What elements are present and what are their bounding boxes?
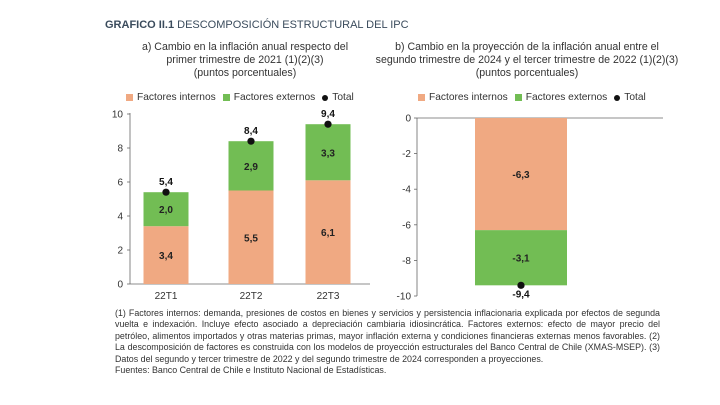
chart-a-label-internos: 6,1 <box>321 228 335 239</box>
panel-a-legend: Factores internos Factores externos Tota… <box>126 92 354 103</box>
panel-a-subtitle-line3: (puntos porcentuales) <box>193 67 297 79</box>
panel-a-subtitle-line2: primer trimestre de 2021 (1)(2)(3) <box>166 54 324 66</box>
legend-b-internos-swatch <box>418 94 425 101</box>
chart-b-total-dot <box>517 281 525 289</box>
chart-b-bar-internos <box>475 118 567 231</box>
chart-a-total-dot <box>247 137 255 145</box>
chart-a-bar-externos <box>228 141 274 191</box>
legend-a-externos-swatch <box>222 94 230 101</box>
legend-b-total: Total <box>614 92 646 103</box>
chart-a-label-externos: 2,0 <box>159 205 173 216</box>
chart-a-y-tick-label: 4 <box>117 212 123 223</box>
chart-a-label-internos: 3,4 <box>159 251 173 262</box>
chart-a-y-tick-label: 6 <box>117 178 123 189</box>
chart-a-label-total: 9,4 <box>321 109 335 120</box>
panel-a-subtitle: a) Cambio en la inflación anual respecto… <box>115 41 375 80</box>
chart-b-y-tick-label: -2 <box>402 149 411 160</box>
chart-a-bar-externos <box>305 124 351 181</box>
legend-b-externos: Factores externos <box>514 92 608 103</box>
figure-notes-text: (1) Factores internos: demanda, presione… <box>115 308 660 364</box>
chart-a-bar-internos <box>228 190 274 284</box>
chart-a-y-tick-label: 10 <box>112 110 124 121</box>
legend-a-internos: Factores internos <box>126 92 216 103</box>
chart-a-category-label: 22T1 <box>155 291 178 302</box>
chart-a-label-total: 5,4 <box>159 177 173 188</box>
chart-b: 0 -2 -4 -6 -8 -10 -6,3 -3,1 -9,4 <box>397 114 663 303</box>
chart-a-bar-internos <box>305 180 351 284</box>
chart-a-total-dot <box>324 120 332 128</box>
figure-sources: Fuentes: Banco Central de Chile e Instit… <box>115 365 387 376</box>
legend-b-externos-swatch <box>514 94 522 101</box>
panel-b-subtitle-line1: b) Cambio en la proyección de la inflaci… <box>395 41 659 53</box>
legend-a-externos-label: Factores externos <box>233 92 316 103</box>
chart-a: 0 2 4 6 8 10 3,4 2,0 5,4 22T1 5,5 2,9 8,4 22T2 6,1 3,3 9… <box>112 109 370 302</box>
legend-b-internos-label: Factores internos <box>429 92 508 103</box>
chart-b-y-tick-label: -6 <box>402 220 411 231</box>
chart-a-label-externos: 2,9 <box>244 162 258 173</box>
chart-b-y-tick-label: -8 <box>402 256 411 267</box>
legend-a-internos-swatch <box>126 94 133 101</box>
legend-b-total-label: Total <box>624 92 646 103</box>
legend-b-externos-label: Factores externos <box>525 92 608 103</box>
chart-b-label-total: -9,4 <box>512 289 530 300</box>
chart-a-y-tick-label: 0 <box>117 280 123 291</box>
legend-a-total: Total <box>322 92 354 103</box>
figure-title-text: DESCOMPOSICIÓN ESTRUCTURAL DEL IPC <box>177 19 409 31</box>
chart-a-label-externos: 3,3 <box>321 148 335 159</box>
chart-a-total-dot <box>162 188 170 196</box>
chart-a-bar-internos <box>143 226 189 284</box>
panel-b-subtitle-line2: segundo trimestre de 2024 y el tercer tr… <box>375 54 679 66</box>
legend-b-total-dot <box>614 94 621 101</box>
legend-a-externos: Factores externos <box>222 92 316 103</box>
chart-b-bar-externos <box>475 230 567 286</box>
chart-a-label-total: 8,4 <box>244 126 258 137</box>
figure-title: GRAFICO II.1 DESCOMPOSICIÓN ESTRUCTURAL … <box>105 19 409 31</box>
chart-a-y-tick-label: 8 <box>117 144 123 155</box>
chart-b-label-internos: -6,3 <box>512 170 530 181</box>
chart-a-bar-externos <box>143 192 189 227</box>
chart-b-y-tick-label: -4 <box>402 185 411 196</box>
legend-a-total-dot <box>322 94 329 101</box>
legend-a-total-label: Total <box>332 92 354 103</box>
chart-b-y-tick-label: -10 <box>397 292 412 303</box>
chart-a-category-label: 22T3 <box>317 291 340 302</box>
chart-a-label-internos: 5,5 <box>244 233 258 244</box>
legend-b-internos: Factores internos <box>418 92 508 103</box>
panel-a-subtitle-line1: a) Cambio en la inflación anual respecto… <box>141 41 349 53</box>
figure-notes: (1) Factores internos: demanda, presione… <box>115 308 660 376</box>
panel-b-legend: Factores internos Factores externos Tota… <box>418 92 646 103</box>
chart-b-label-externos: -3,1 <box>512 254 530 265</box>
panel-b-subtitle-line3: (puntos porcentuales) <box>475 67 579 79</box>
chart-a-y-tick-label: 2 <box>117 246 123 257</box>
figure-label: GRAFICO II.1 <box>105 19 175 31</box>
chart-a-category-label: 22T2 <box>240 291 263 302</box>
legend-a-internos-label: Factores internos <box>137 92 216 103</box>
chart-b-y-tick-label: 0 <box>405 114 411 125</box>
panel-b-subtitle: b) Cambio en la proyección de la inflaci… <box>372 41 682 80</box>
